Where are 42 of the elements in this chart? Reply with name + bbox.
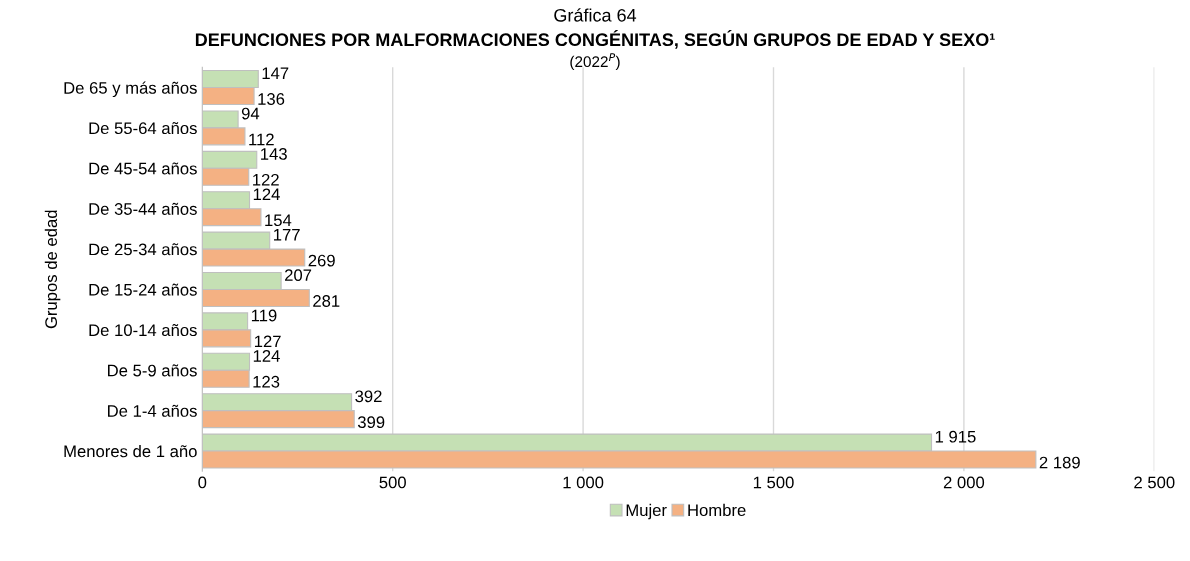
data-label: 119 bbox=[251, 309, 277, 322]
data-label: 147 bbox=[262, 67, 289, 79]
x-tick-label: 1 000 bbox=[563, 476, 604, 489]
y-tick-label: De 65 y más años bbox=[64, 81, 197, 98]
data-label: 1 915 bbox=[935, 430, 976, 443]
data-label: 269 bbox=[308, 254, 335, 267]
x-tick-label: 0 bbox=[198, 476, 207, 489]
y-tick-label: De 15-24 años bbox=[89, 283, 197, 296]
data-label: 207 bbox=[285, 269, 312, 282]
data-label: 392 bbox=[355, 390, 382, 403]
x-tick-label: 2 000 bbox=[943, 476, 985, 489]
data-label: 122 bbox=[253, 173, 279, 186]
chart-title: Gráfica 64 bbox=[554, 8, 637, 22]
x-tick-label: 500 bbox=[379, 476, 406, 489]
y-tick-label: De 55-64 años bbox=[89, 121, 197, 135]
y-tick-label: De 1-4 años bbox=[108, 404, 197, 417]
data-label: 143 bbox=[261, 148, 287, 160]
data-label: 281 bbox=[313, 295, 340, 307]
data-label: 154 bbox=[265, 214, 292, 227]
data-label: 123 bbox=[253, 375, 280, 388]
y-tick-label: De 35-44 años bbox=[89, 202, 197, 215]
data-label: 399 bbox=[357, 416, 385, 429]
data-label: 124 bbox=[253, 188, 280, 201]
y-tick-label: De 25-34 años bbox=[89, 243, 197, 256]
annotation: (2022$^{P}$) bbox=[570, 53, 620, 71]
data-label: 127 bbox=[254, 335, 281, 348]
data-label: 124 bbox=[253, 350, 280, 362]
data-label: 136 bbox=[258, 93, 285, 105]
legend-label: Mujer bbox=[626, 503, 667, 520]
y-tick-label: De 5-9 años bbox=[108, 364, 197, 377]
data-label: 94 bbox=[241, 107, 260, 120]
chart-subtitle: DEFUNCIONES POR MALFORMACIONES CONGÉNITAS, SEGÚN GRUPOS DE EDAD Y SEXO¹ bbox=[195, 29, 995, 49]
legend-label: Hombre bbox=[688, 503, 746, 517]
data-label: 2 189 bbox=[1039, 456, 1080, 469]
data-label: 177 bbox=[274, 229, 300, 241]
y-tick-label: Menores de 1 año bbox=[64, 445, 197, 458]
x-tick-label: 1 500 bbox=[753, 476, 794, 489]
data-label: 112 bbox=[249, 133, 274, 146]
x-tick-label: 2 500 bbox=[1134, 476, 1175, 489]
y-tick-label: De 45-54 años bbox=[89, 162, 197, 175]
y-tick-label: De 10-14 años bbox=[89, 323, 197, 337]
y-axis-title: Grupos de edad bbox=[44, 210, 61, 329]
